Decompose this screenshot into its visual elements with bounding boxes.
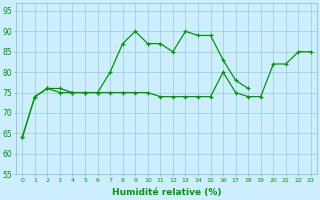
X-axis label: Humidité relative (%): Humidité relative (%) xyxy=(112,188,221,197)
